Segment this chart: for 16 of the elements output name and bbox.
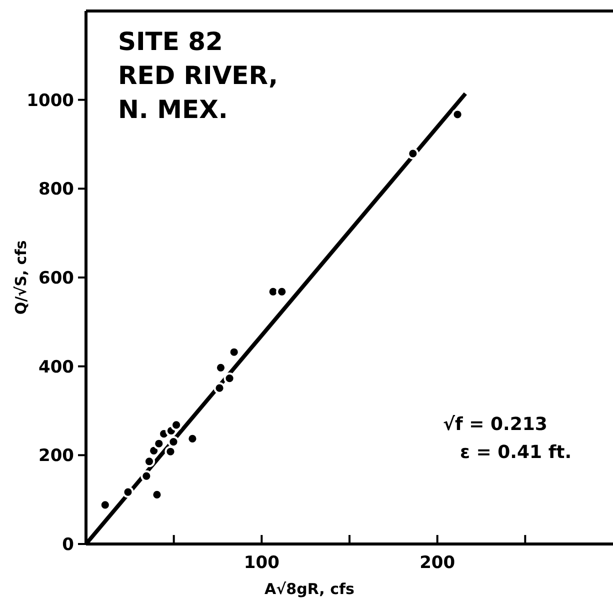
annotation: SITE 82 — [118, 27, 223, 56]
annotation: ε = 0.41 ft. — [460, 442, 572, 463]
point — [122, 486, 134, 498]
y-axis-title: Q/√S, cfs — [12, 240, 30, 315]
point — [407, 148, 419, 160]
y-tick-label: 600 — [38, 268, 74, 288]
x-tick-label: 100 — [244, 553, 280, 573]
annotation: √f = 0.213 — [443, 414, 548, 435]
y-tick-label: 800 — [38, 180, 74, 200]
x-axis-title: A√8gR, cfs — [264, 580, 355, 598]
annotation: RED RIVER, — [118, 61, 278, 90]
y-tick-label: 400 — [38, 357, 74, 378]
annotation: N. MEX. — [118, 95, 228, 124]
y-tick-label: 0 — [62, 534, 74, 555]
y-tick-label: 200 — [38, 446, 74, 466]
y-tick-label: 1000 — [26, 90, 74, 111]
